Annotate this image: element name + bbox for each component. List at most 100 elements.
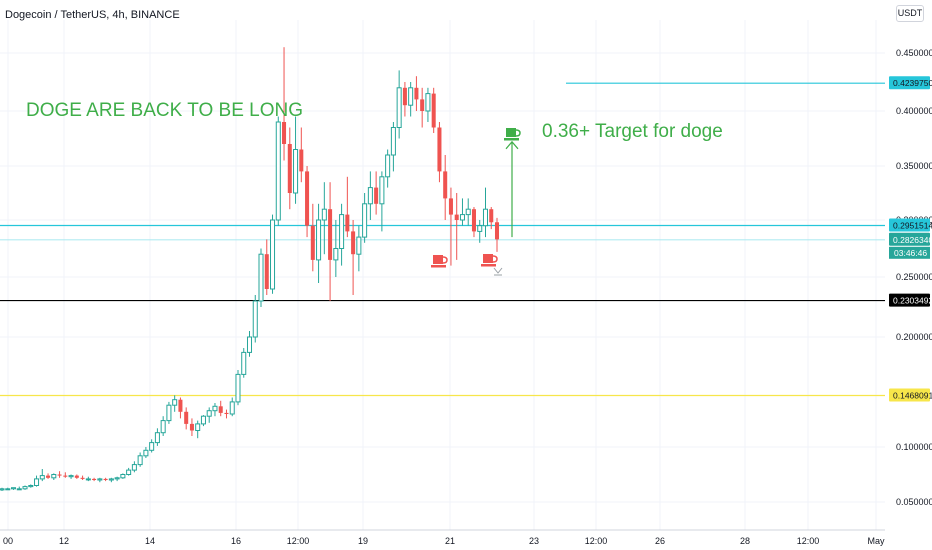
candle-body — [345, 214, 350, 232]
cup-red-icon — [431, 255, 448, 268]
candle-body — [80, 477, 85, 479]
price-label: 0.4239750 — [893, 78, 932, 88]
candle-body — [333, 248, 339, 261]
price-label: 0.2951514 — [893, 221, 932, 231]
candle-body — [258, 253, 264, 302]
candle-body — [224, 412, 229, 414]
candle-body — [299, 149, 304, 172]
candle-body — [374, 187, 379, 204]
candle-body — [51, 474, 57, 479]
candle-body — [137, 455, 143, 466]
candle-body — [16, 488, 22, 491]
candle-body — [5, 488, 11, 491]
time-tick-label: 26 — [655, 536, 665, 546]
candle-body — [390, 127, 396, 156]
candle-body — [408, 87, 414, 106]
candle-body — [126, 469, 132, 476]
candle-body — [39, 475, 45, 480]
candle-body — [321, 208, 327, 221]
candle-body — [339, 214, 345, 250]
time-tick-label: 21 — [445, 536, 455, 546]
price-label: 0.2826340 — [893, 235, 932, 245]
currency-button[interactable]: USDT — [896, 5, 924, 22]
cup-red-icon — [481, 254, 498, 267]
candle-body — [0, 488, 5, 491]
time-tick-label: 23 — [529, 536, 539, 546]
countdown-label: 03:46:46 — [894, 248, 927, 258]
candle-body — [482, 208, 489, 227]
candle-body — [246, 336, 253, 353]
candle-body — [229, 401, 235, 415]
candle-body — [74, 475, 79, 478]
candle-body — [385, 154, 391, 178]
candle-body — [68, 475, 74, 478]
candle-body — [494, 222, 500, 240]
candle-body — [34, 478, 40, 486]
candle-body — [328, 209, 333, 260]
candle-body — [420, 99, 425, 111]
cup-green-icon — [504, 128, 521, 141]
candle-body — [425, 93, 431, 112]
candle-body — [310, 225, 315, 260]
candle-body — [356, 236, 362, 255]
price-label: 0.2303492 — [893, 296, 932, 306]
time-tick-label: 12:00 — [287, 536, 310, 546]
candle-body — [235, 373, 241, 403]
candle-body — [402, 87, 407, 106]
candle-body — [305, 171, 310, 226]
candle-body — [443, 171, 448, 199]
candle-body — [172, 399, 178, 406]
candle-body — [149, 442, 155, 451]
candle-body — [351, 231, 356, 255]
price-axis[interactable]: 0.45000000.40000000.35000000.30000000.25… — [885, 0, 932, 550]
price-label-box — [889, 218, 930, 232]
candle-body — [362, 203, 368, 238]
candle-body — [218, 406, 223, 413]
horizontal-levels — [0, 82, 885, 397]
time-axis[interactable]: 00 12 14 16 12:00 19 21 23 12:00 26 28 12:00 May — [0, 529, 885, 546]
candle-body — [28, 485, 34, 488]
candle-body — [396, 87, 402, 129]
candle-body — [10, 487, 17, 490]
candle-body — [287, 144, 292, 193]
price-label: 0.1468091 — [893, 391, 932, 401]
time-tick-label: 16 — [231, 536, 241, 546]
candle-body — [241, 351, 247, 375]
candle-body — [264, 254, 269, 289]
time-tick-label: 28 — [740, 536, 750, 546]
candle-body — [108, 478, 114, 481]
candle-body — [57, 474, 62, 476]
candle-body — [206, 410, 212, 417]
candle-body — [63, 475, 68, 477]
candle-body — [97, 478, 103, 481]
candle-body — [459, 214, 465, 221]
candle-body — [195, 423, 201, 431]
time-tick-label: 12:00 — [797, 536, 820, 546]
candle-body — [414, 87, 419, 100]
back-long-annotation: DOGE ARE BACK TO BE LONG — [26, 100, 303, 121]
time-tick-label: 00 — [3, 536, 13, 546]
time-tick-label: May — [867, 536, 885, 546]
candle-body — [85, 478, 91, 481]
candle-body — [282, 122, 287, 144]
candle-body — [189, 423, 194, 431]
candle-body — [22, 486, 28, 490]
candle-body — [448, 198, 453, 215]
candle-body — [471, 209, 476, 232]
candle-body — [465, 208, 471, 216]
annotation-marks — [431, 128, 521, 276]
candle-body — [367, 187, 373, 205]
candle-body — [46, 475, 51, 478]
countdown-box — [889, 246, 930, 259]
candle-body — [114, 477, 120, 480]
candle-body — [120, 474, 126, 479]
price-axis-bg — [885, 0, 932, 550]
